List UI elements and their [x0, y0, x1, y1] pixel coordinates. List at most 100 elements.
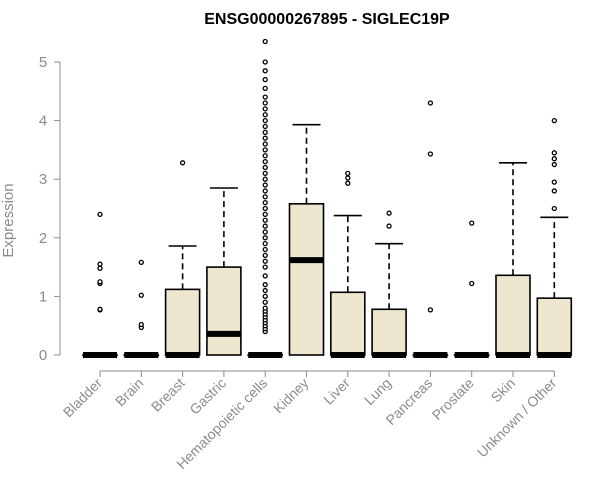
box-breast: [164, 160, 201, 358]
y-axis-label: Expression: [0, 183, 17, 257]
box-brain: [123, 259, 160, 358]
outlier-point: [427, 100, 434, 106]
outlier-point: [262, 205, 268, 212]
x-tick-label: Breast: [148, 375, 188, 415]
outlier-point: [97, 261, 103, 267]
outlier-point: [345, 180, 351, 186]
x-tick-label: Prostate: [429, 375, 477, 423]
outlier-point: [262, 158, 268, 165]
outlier-point: [97, 279, 103, 285]
outlier-point: [262, 188, 268, 194]
outlier-point: [262, 182, 268, 188]
outlier-point: [262, 100, 268, 106]
outlier-point: [262, 170, 268, 176]
outlier-point: [262, 68, 268, 74]
outlier-point: [262, 135, 268, 141]
outlier-point: [262, 229, 268, 235]
chart-title: ENSG00000267895 - SIGLEC19P: [204, 11, 450, 28]
outlier-point: [262, 123, 268, 130]
outlier-point: [262, 59, 268, 65]
outlier-point: [97, 211, 103, 218]
outlier-point: [551, 156, 557, 162]
x-tick-label: Liver: [320, 375, 353, 408]
y-tick-label: 1: [39, 288, 47, 305]
x-tick-label: Kidney: [270, 375, 312, 417]
box-unknown-other: [536, 117, 573, 358]
outlier-point: [427, 307, 434, 313]
plot-area: [82, 38, 573, 358]
outlier-point: [262, 106, 268, 112]
outlier-point: [345, 175, 351, 181]
outlier-point: [262, 147, 268, 153]
x-tick-label: Bladder: [60, 375, 106, 421]
outlier-point: [262, 273, 268, 279]
outlier-point: [262, 241, 268, 247]
outlier-point: [345, 170, 351, 176]
box-body: [495, 274, 531, 356]
outlier-point: [97, 265, 103, 271]
outlier-point: [262, 282, 268, 288]
box-body: [371, 308, 407, 356]
box-kidney: [288, 123, 325, 356]
box-body: [288, 203, 325, 356]
outlier-point: [469, 280, 475, 287]
box-skin: [495, 161, 531, 358]
outlier-point: [138, 321, 144, 328]
outlier-point: [427, 151, 434, 157]
outlier-point: [262, 199, 268, 206]
outlier-point: [262, 112, 268, 118]
box-prostate: [453, 220, 490, 358]
outlier-point: [262, 94, 268, 100]
x-tick-label: Brain: [112, 375, 146, 409]
outlier-point: [97, 306, 103, 312]
outlier-point: [551, 150, 557, 156]
outlier-point: [386, 210, 392, 216]
box-body: [536, 297, 573, 356]
outlier-point: [138, 292, 144, 298]
outlier-point: [551, 179, 557, 185]
outlier-point: [551, 188, 557, 194]
outlier-point: [262, 117, 268, 124]
outlier-point: [262, 76, 268, 83]
outlier-point: [262, 299, 268, 305]
outlier-point: [262, 264, 268, 270]
box-hematopoietic-cells: [247, 38, 283, 358]
outlier-point: [469, 220, 475, 226]
y-axis: 0 1 2 3 4 5: [39, 54, 61, 364]
outlier-point: [262, 211, 268, 218]
y-tick-label: 3: [39, 171, 47, 188]
box-bladder: [82, 211, 118, 358]
outlier-point: [262, 164, 268, 171]
outlier-point: [262, 129, 268, 135]
outlier-point: [551, 117, 557, 124]
x-tick-label: Skin: [488, 375, 519, 406]
y-tick-label: 2: [39, 230, 47, 247]
y-tick-label: 4: [39, 113, 47, 130]
outlier-point: [262, 258, 268, 264]
outlier-point: [262, 223, 268, 229]
outlier-point: [262, 305, 268, 311]
box-liver: [329, 170, 366, 358]
outlier-point: [262, 38, 268, 45]
outlier-point: [262, 246, 268, 253]
outlier-point: [179, 160, 186, 166]
box-body: [329, 291, 366, 356]
outlier-point: [262, 217, 268, 223]
outlier-point: [262, 176, 268, 182]
x-tick-label: Lung: [361, 375, 394, 408]
outlier-point: [262, 85, 268, 92]
outlier-point: [262, 141, 268, 147]
outlier-point: [262, 293, 268, 300]
outlier-point: [262, 252, 268, 259]
y-tick-label: 0: [39, 347, 47, 364]
outlier-point: [551, 205, 557, 212]
box-body: [206, 266, 242, 356]
box-gastric: [206, 187, 242, 356]
outlier-point: [262, 235, 268, 241]
box-pancreas: [412, 100, 449, 358]
outlier-point: [262, 287, 268, 294]
outlier-point: [262, 194, 268, 200]
y-tick-label: 5: [39, 54, 47, 71]
